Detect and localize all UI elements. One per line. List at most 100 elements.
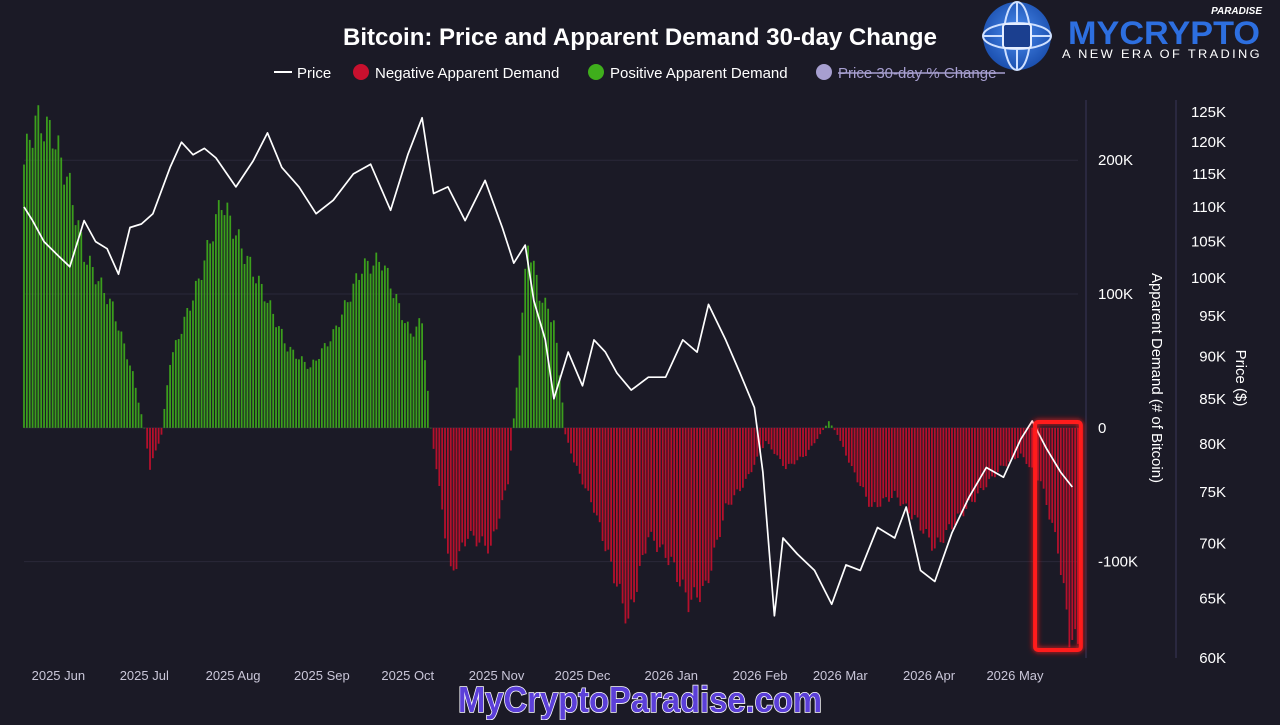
positive-demand-bar — [203, 260, 206, 428]
negative-demand-bar — [822, 427, 824, 431]
positive-demand-bar — [57, 135, 60, 428]
negative-demand-bar — [779, 427, 782, 460]
negative-demand-bar — [813, 427, 816, 444]
negative-demand-bar — [876, 427, 879, 508]
positive-demand-bar — [418, 318, 421, 428]
negative-demand-bar — [684, 427, 687, 593]
positive-demand-bar — [346, 302, 349, 428]
negative-demand-bar — [796, 427, 799, 461]
y-tick-label-price: 90K — [1199, 348, 1226, 365]
positive-demand-bar — [123, 343, 126, 428]
negative-demand-bar — [658, 427, 661, 548]
positive-demand-bar — [194, 280, 197, 428]
negative-demand-bar — [787, 427, 790, 464]
negative-demand-bar — [1059, 427, 1062, 576]
negative-demand-bar — [816, 427, 819, 439]
y-tick-label-price: 60K — [1199, 650, 1226, 667]
negative-demand-bar — [976, 427, 979, 494]
positive-demand-bar — [341, 314, 343, 428]
negative-demand-bar — [736, 427, 739, 490]
positive-demand-bar — [60, 157, 63, 428]
legend-item-price[interactable]: Price — [274, 65, 331, 82]
positive-demand-bar — [103, 293, 106, 428]
x-tick-label: 2025 Oct — [381, 668, 434, 683]
positive-demand-bar — [117, 330, 120, 428]
positive-demand-bar — [260, 283, 263, 428]
negative-demand-bar — [1051, 427, 1054, 523]
positive-demand-bar — [243, 263, 246, 428]
negative-demand-bar — [1008, 427, 1011, 462]
negative-demand-bar — [747, 427, 750, 475]
negative-demand-bar — [601, 427, 604, 541]
negative-demand-bar — [919, 427, 922, 531]
negative-demand-bar — [979, 427, 982, 489]
x-tick-label: 2025 Aug — [206, 668, 261, 683]
negative-demand-bar — [925, 427, 928, 530]
positive-demand-bar — [338, 327, 340, 428]
positive-demand-bar — [275, 327, 277, 428]
demand-bars — [23, 105, 1079, 648]
negative-demand-bar — [739, 427, 741, 492]
negative-demand-bar — [859, 427, 862, 487]
legend-item-positive-demand[interactable]: Positive Apparent Demand — [588, 64, 788, 82]
y-tick-label-price: 100K — [1191, 270, 1226, 287]
legend-item-price-change[interactable]: Price 30-day % Change — [816, 64, 1005, 82]
positive-demand-bar — [326, 346, 329, 428]
negative-demand-bar — [467, 427, 469, 539]
positive-demand-bar — [46, 116, 48, 428]
positive-demand-bar — [404, 323, 406, 428]
legend-item-negative-demand[interactable]: Negative Apparent Demand — [353, 64, 559, 82]
negative-demand-bar — [1045, 427, 1048, 506]
positive-demand-bar — [401, 320, 403, 428]
y-tick-label-price: 95K — [1199, 308, 1226, 325]
negative-demand-bar — [965, 427, 968, 509]
legend-dot-icon — [353, 64, 369, 80]
price-line — [23, 116, 1073, 617]
positive-demand-bar — [226, 202, 229, 428]
negative-demand-bar — [452, 427, 455, 571]
positive-demand-bar — [120, 331, 123, 428]
negative-demand-bar — [942, 427, 945, 543]
negative-demand-bar — [1062, 427, 1065, 584]
negative-demand-bar — [839, 427, 842, 441]
negative-demand-bar — [850, 427, 853, 467]
positive-demand-bar — [192, 300, 194, 428]
negative-demand-bar — [492, 427, 495, 532]
negative-demand-bar — [673, 427, 676, 563]
negative-demand-bar — [790, 427, 793, 464]
positive-demand-bar — [320, 348, 323, 428]
positive-demand-bar — [126, 359, 128, 428]
positive-demand-bar — [366, 260, 369, 428]
negative-demand-bar — [879, 427, 882, 507]
negative-demand-bar — [578, 427, 581, 474]
negative-demand-bar — [481, 427, 484, 537]
negative-demand-bar — [638, 427, 641, 566]
negative-demand-bar — [991, 427, 993, 477]
negative-demand-bar — [913, 427, 916, 515]
negative-demand-bar — [676, 427, 678, 583]
positive-demand-bar — [106, 304, 108, 428]
positive-demand-bar — [255, 283, 257, 428]
negative-demand-bar — [627, 427, 630, 619]
positive-demand-bar — [552, 320, 555, 428]
logo-brand-small: PARADISE — [1211, 6, 1262, 17]
positive-demand-bar — [381, 270, 383, 428]
negative-demand-bar — [621, 427, 624, 604]
negative-demand-bar — [962, 427, 965, 517]
negative-demand-bar — [570, 427, 572, 454]
positive-demand-bar — [200, 279, 203, 428]
positive-demand-bar — [229, 215, 232, 428]
positive-demand-bar — [31, 147, 34, 428]
negative-demand-bar — [575, 427, 578, 466]
positive-demand-bar — [111, 301, 114, 428]
negative-demand-bar — [687, 427, 690, 613]
positive-demand-bar — [541, 302, 544, 428]
negative-demand-bar — [971, 427, 973, 502]
negative-demand-bar — [1077, 427, 1079, 644]
positive-demand-bar — [272, 313, 275, 428]
negative-demand-bar — [607, 427, 610, 550]
positive-demand-bar — [37, 105, 40, 428]
positive-demand-bar — [97, 281, 100, 428]
positive-demand-bar — [180, 333, 183, 428]
